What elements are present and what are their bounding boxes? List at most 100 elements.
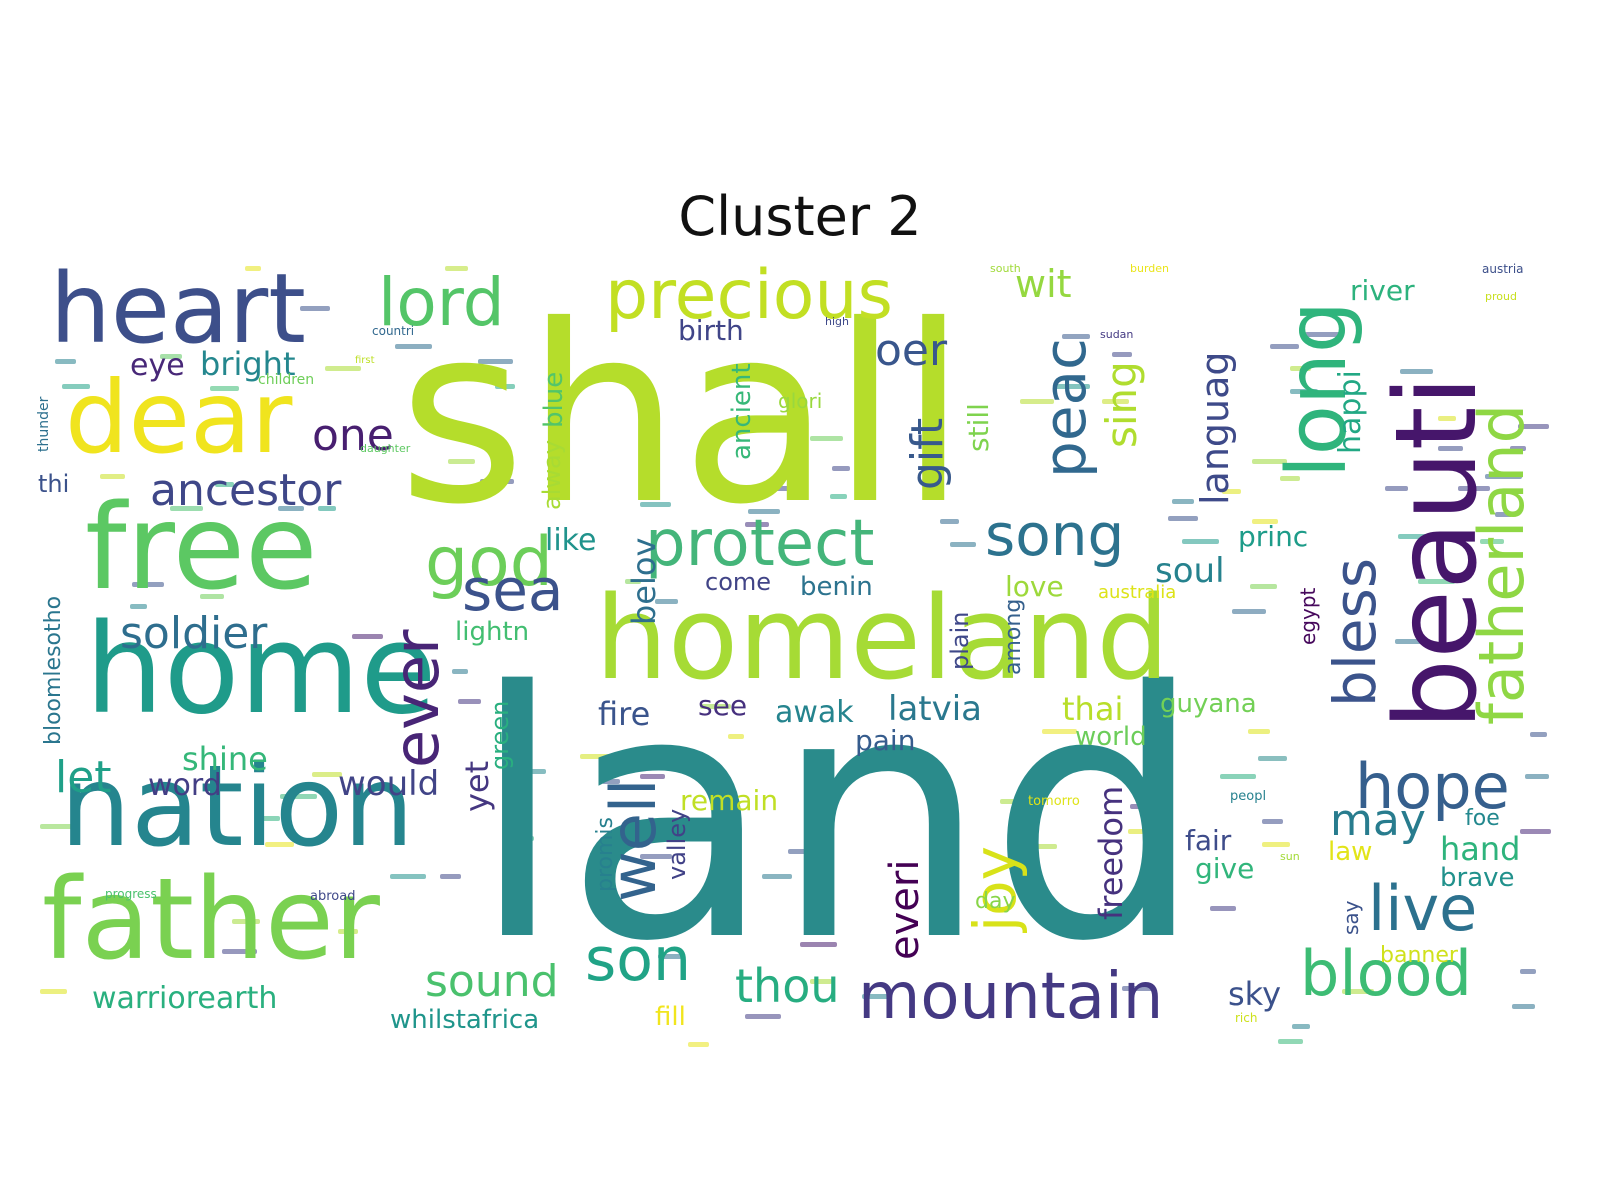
filler-word-mark [160, 354, 182, 359]
filler-word-mark [1495, 512, 1512, 517]
filler-word-mark [810, 436, 843, 441]
filler-word-mark [1248, 729, 1270, 734]
word-thai: thai [1062, 690, 1123, 728]
filler-word-mark [1290, 389, 1318, 394]
word-countri: countri [372, 324, 414, 338]
word-father: father [42, 855, 381, 985]
filler-word-mark [130, 604, 147, 609]
word-promis: promis [593, 817, 618, 892]
word-benin: benin [800, 572, 873, 602]
filler-word-mark [728, 734, 744, 739]
word-daughter: daughter [360, 442, 411, 455]
filler-word-mark [325, 366, 361, 371]
word-eye: eye [130, 348, 185, 383]
word-brave: brave [1440, 863, 1515, 893]
word-let: let [55, 752, 112, 803]
filler-word-mark [338, 929, 358, 934]
word-home: home [85, 598, 437, 742]
word-awak: awak [775, 695, 854, 730]
filler-word-mark [1172, 499, 1194, 504]
word-birth: birth [678, 314, 744, 347]
word-pain: pain [855, 724, 915, 757]
word-land: land [470, 620, 1204, 1016]
filler-word-mark [278, 506, 304, 511]
filler-word-mark [1122, 986, 1155, 991]
filler-word-mark [352, 634, 383, 639]
word-proud: proud [1485, 290, 1517, 303]
filler-word-mark [1252, 459, 1287, 464]
word-blood: blood [1300, 937, 1472, 1010]
word-day: day [975, 889, 1015, 914]
filler-word-mark [1130, 804, 1164, 809]
filler-word-mark [1512, 1004, 1535, 1009]
word-fair: fair [1185, 824, 1232, 857]
word-give: give [1195, 852, 1254, 885]
filler-word-mark [640, 774, 665, 779]
filler-word-mark [1278, 1039, 1303, 1044]
filler-word-mark [448, 459, 475, 464]
filler-word-mark [1305, 332, 1341, 337]
word-australia: australia [1098, 582, 1176, 603]
word-everi: everi [882, 860, 928, 960]
filler-word-mark [655, 599, 678, 604]
filler-word-mark [1042, 729, 1077, 734]
filler-word-mark [1250, 584, 1277, 589]
word-peopl: peopl [1230, 789, 1266, 804]
word-alway: alway [538, 440, 566, 510]
word-high: high [825, 315, 849, 328]
filler-word-mark [580, 754, 613, 759]
filler-word-mark [480, 479, 514, 484]
word-bloomlesotho: bloomlesotho [41, 596, 66, 745]
filler-word-mark [1020, 399, 1054, 404]
filler-word-mark [658, 954, 682, 959]
filler-word-mark [745, 1014, 781, 1019]
filler-word-mark [210, 386, 239, 391]
filler-word-mark [1385, 486, 1408, 491]
filler-word-mark [748, 509, 780, 514]
word-beauti: beauti [1372, 375, 1502, 730]
word-sudan: sudan [1100, 328, 1133, 341]
filler-word-mark [515, 836, 534, 841]
word-green: green [486, 701, 514, 770]
filler-word-mark [745, 522, 769, 527]
word-shall: shall [398, 273, 967, 558]
filler-word-mark [40, 824, 74, 829]
word-sing: sing [1097, 361, 1146, 448]
filler-word-mark [452, 669, 468, 674]
filler-word-mark [170, 506, 203, 511]
filler-word-mark [1128, 829, 1147, 834]
filler-word-mark [1182, 539, 1219, 544]
word-latvia: latvia [888, 689, 982, 729]
word-thi: thi [38, 470, 69, 498]
filler-word-mark [950, 542, 976, 547]
word-peac: peac [1031, 338, 1099, 478]
word-thunder: thunder [36, 396, 52, 452]
filler-word-mark [222, 949, 257, 954]
word-egypt: egypt [1296, 587, 1320, 645]
filler-word-mark [700, 704, 731, 709]
word-fatherland: fatherland [1465, 404, 1538, 725]
filler-word-mark [1262, 842, 1290, 847]
word-lightn: lightn [455, 617, 529, 647]
word-princ: princ [1238, 520, 1308, 553]
filler-word-mark [440, 874, 461, 879]
filler-word-mark [762, 874, 792, 879]
filler-word-mark [1525, 774, 1549, 779]
word-nation: nation [60, 742, 414, 872]
filler-word-mark [1518, 424, 1549, 429]
word-well: well [597, 779, 670, 902]
word-first: first [355, 355, 375, 366]
filler-word-mark [232, 919, 260, 924]
filler-word-mark [100, 474, 125, 479]
word-sound: sound [425, 956, 559, 1007]
filler-word-mark [1530, 732, 1547, 737]
word-protect: protect [645, 507, 874, 581]
filler-word-mark [1400, 369, 1433, 374]
word-come: come [705, 568, 771, 596]
word-south: south [990, 262, 1021, 275]
word-guyana: guyana [1160, 689, 1257, 719]
filler-word-mark [1398, 534, 1428, 539]
filler-word-mark [258, 816, 280, 821]
filler-word-mark [40, 989, 67, 994]
